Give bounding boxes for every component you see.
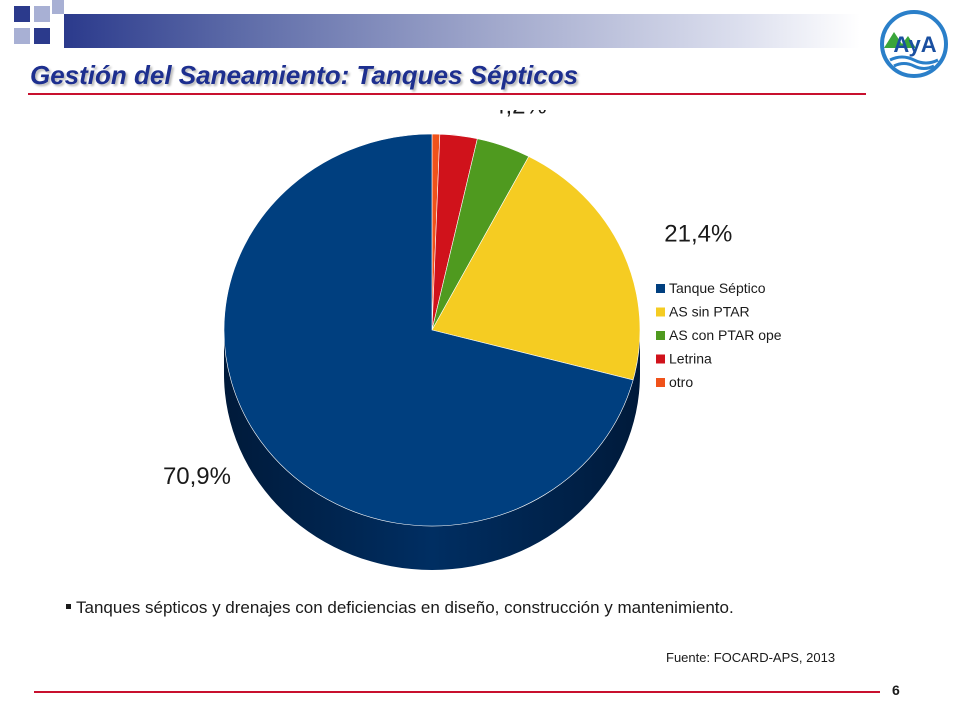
- source-note: Fuente: FOCARD-APS, 2013: [666, 650, 836, 665]
- legend-label: Tanque Séptico: [669, 280, 766, 296]
- pie-chart: 4,2% 21,4% 70,9% Tanque Séptico AS sin PTAR…: [163, 110, 782, 570]
- data-label-as-con-ptar-ope: 4,2%: [492, 110, 547, 120]
- header-decoration: [0, 0, 960, 60]
- decor-square: [14, 28, 30, 44]
- legend-swatch: [656, 307, 665, 317]
- bullet-text: Tanques sépticos y drenajes con deficien…: [76, 598, 734, 617]
- header-gradient-band: [64, 14, 860, 48]
- data-label-tanque-s-ptico: 70,9%: [163, 463, 231, 490]
- footer-rule: [34, 691, 880, 693]
- decor-square: [14, 6, 30, 22]
- decor-square: [34, 28, 50, 44]
- pie-slice-as-sin-ptar: [431, 156, 641, 381]
- legend-label: Letrina: [669, 351, 712, 367]
- title-underline: [28, 93, 866, 95]
- logo-text: AyA: [893, 32, 936, 57]
- decor-square: [52, 0, 64, 14]
- legend-label: AS con PTAR ope: [669, 327, 782, 343]
- legend-swatch: [656, 378, 665, 387]
- pie-side-wall: [224, 330, 640, 570]
- bullet-marker: [66, 604, 71, 609]
- legend-swatch: [656, 331, 665, 340]
- page-title: Gestión del Saneamiento: Tanques Séptico…: [30, 60, 579, 90]
- legend-label: otro: [669, 374, 693, 390]
- data-label-as-sin-ptar: 21,4%: [664, 221, 732, 248]
- aya-logo: AyA: [880, 10, 948, 78]
- legend-label: AS sin PTAR: [669, 304, 750, 320]
- decor-square: [34, 6, 50, 22]
- legend-swatch: [656, 354, 665, 364]
- page-number: 6: [892, 682, 900, 698]
- legend-swatch: [656, 284, 665, 293]
- bullet-point: Tanques sépticos y drenajes con deficien…: [66, 598, 734, 618]
- pie-slice-tanque-s-ptico: [223, 133, 634, 527]
